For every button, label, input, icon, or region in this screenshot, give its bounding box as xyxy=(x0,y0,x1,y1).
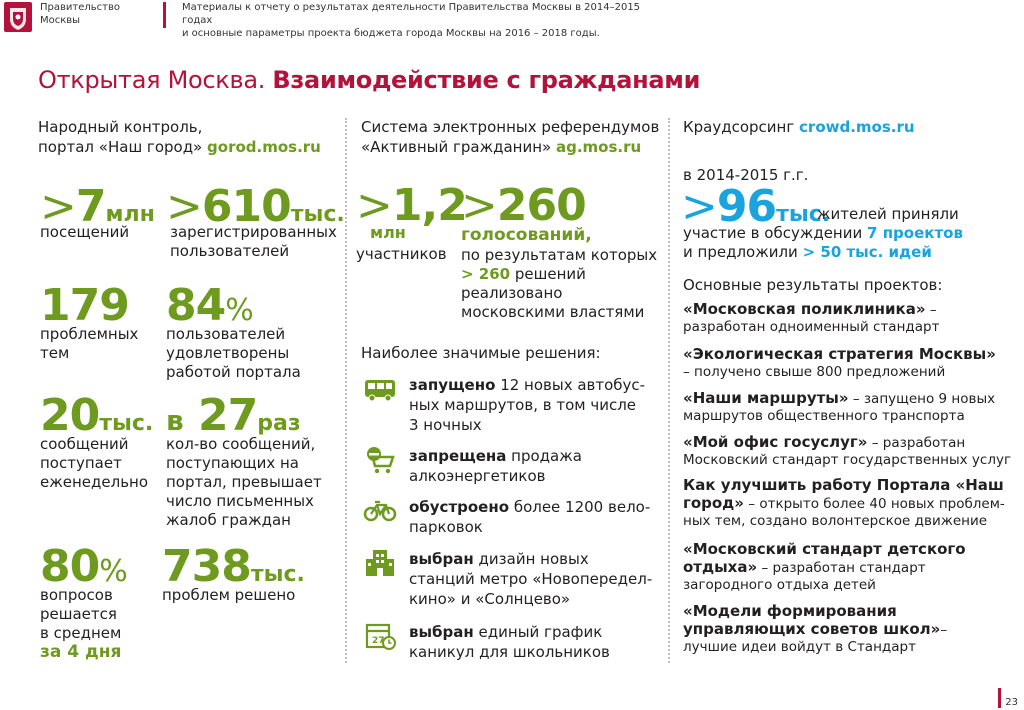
col2-heading-prefix: «Активный гражданин» xyxy=(361,138,552,156)
project-public-services: «Мой офис госуслуг» – разработан Московс… xyxy=(683,433,1012,469)
decision-metro-design: выбран дизайн новых станций метро «Новоп… xyxy=(409,550,653,608)
crowd-period: в 2014-2015 г.г. xyxy=(683,166,809,184)
project-portal-improvement: Как улучшить работу Портала «Наш город» … xyxy=(683,476,1005,530)
decision-holiday-schedule: выбран единый график каникул для школьни… xyxy=(409,623,610,661)
stat-participants-label: участников xyxy=(356,245,447,263)
stat-crowd-residents: >96тыс. xyxy=(681,181,831,232)
calendar-clock-icon: 27 xyxy=(362,621,398,651)
col1-heading-prefix: портал «Наш город» xyxy=(38,138,203,156)
decision-bike-parking: обустроено более 1200 вело- парковок xyxy=(409,498,651,536)
crowd-line-1: жителей приняли xyxy=(817,205,959,223)
decisions-heading: Наиболее значимые решения: xyxy=(361,344,601,362)
no-alcohol-cart-icon xyxy=(362,446,398,476)
title-part-1: Открытая Москва. xyxy=(38,66,266,94)
stat-messages-weekly-label: сообщений поступает еженедельно xyxy=(40,435,149,491)
results-heading: Основные результаты проектов: xyxy=(683,276,943,294)
footer-divider xyxy=(998,688,1001,708)
ag-link[interactable]: ag.mos.ru xyxy=(555,138,642,156)
col1-heading-line-1: Народный контроль, xyxy=(38,118,203,136)
bus-icon xyxy=(362,375,398,405)
column-divider-2 xyxy=(668,118,670,663)
stat-votes-unit: голосований, xyxy=(461,225,592,245)
page-number: 23 xyxy=(1005,697,1018,708)
decision-buses: запущено 12 новых автобус- ных маршрутов… xyxy=(409,376,646,434)
col3-heading-prefix: Краудсорсинг xyxy=(683,118,795,136)
stat-participants: >1,2 xyxy=(356,180,468,231)
stat-visits: >7млн xyxy=(40,181,155,232)
stat-times-more-label: кол-во сообщений, поступающих на портал,… xyxy=(166,435,322,529)
stat-visits-label: посещений xyxy=(40,223,130,241)
stat-registered-label: зарегистрированных пользователей xyxy=(170,223,337,260)
stat-votes-label: по результатам которых > 260 решений реа… xyxy=(461,246,658,321)
stat-4-days: за 4 дня xyxy=(40,642,122,662)
stat-problem-topics: 179 xyxy=(40,280,130,331)
column-divider-1 xyxy=(345,118,347,663)
moscow-coat-of-arms-icon xyxy=(4,2,32,32)
stat-resolved-percent: 80% xyxy=(40,541,128,592)
stat-messages-weekly: 20тыс. xyxy=(40,390,154,441)
doc-line-2: и основные параметры проекта бюджета гор… xyxy=(182,28,600,39)
gorod-link[interactable]: gorod.mos.ru xyxy=(207,138,321,156)
stat-problem-topics-label: проблемных тем xyxy=(40,325,139,362)
org-line-1: Правительство xyxy=(40,2,120,13)
document-title: Материалы к отчету о результатах деятель… xyxy=(182,1,652,40)
title-part-2: Взаимодействие с гражданами xyxy=(272,66,701,94)
stat-participants-unit: млн xyxy=(370,223,406,242)
stat-satisfied: 84% xyxy=(166,280,254,331)
bicycle-icon xyxy=(362,495,398,525)
col2-heading: Система электронных референдумов «Активн… xyxy=(361,117,659,157)
project-child-rest: «Московский стандарт детского отдыха» – … xyxy=(683,540,966,594)
stat-registered: >610тыс. xyxy=(166,181,345,232)
project-our-routes: «Наши маршруты» – запущено 9 новых маршр… xyxy=(683,389,996,425)
metro-station-icon xyxy=(362,548,398,578)
stat-problems-solved-label: проблем решено xyxy=(162,586,296,604)
stat-problems-solved: 738тыс. xyxy=(162,541,305,592)
col1-heading: Народный контроль, портал «Наш город» go… xyxy=(38,117,321,157)
header-divider xyxy=(163,2,166,28)
col2-heading-line-1: Система электронных референдумов xyxy=(361,118,660,136)
col3-heading: Краудсорсинг crowd.mos.ru xyxy=(683,117,915,137)
doc-line-1: Материалы к отчету о результатах деятель… xyxy=(182,2,641,26)
crowd-line-2: участие в обсуждении 7 проектов xyxy=(683,224,963,242)
stat-times-more: в 27раз xyxy=(166,390,301,441)
svg-text:27: 27 xyxy=(372,636,385,646)
decision-alcohol-ban: запрещена продажа алкоэнергетиков xyxy=(409,447,582,485)
project-eco-strategy: «Экологическая стратегия Москвы» – получ… xyxy=(683,345,996,381)
org-line-2: Москвы xyxy=(40,15,81,26)
project-school-councils: «Модели формирования управляющих советов… xyxy=(683,602,948,656)
page-title: Открытая Москва. Взаимодействие с гражда… xyxy=(38,66,700,94)
crowd-line-3: и предложили > 50 тыс. идей xyxy=(683,243,932,261)
stat-votes: >260 xyxy=(461,180,587,231)
project-polyclinic: «Московская поликлиника» – разработан од… xyxy=(683,300,940,336)
crowd-link[interactable]: crowd.mos.ru xyxy=(799,118,915,136)
organization-name: Правительство Москвы xyxy=(40,1,120,27)
stat-resolved-percent-label: вопросов решается в среднем за 4 дня xyxy=(40,586,122,662)
stat-satisfied-label: пользователей удовлетворены работой порт… xyxy=(166,325,301,381)
